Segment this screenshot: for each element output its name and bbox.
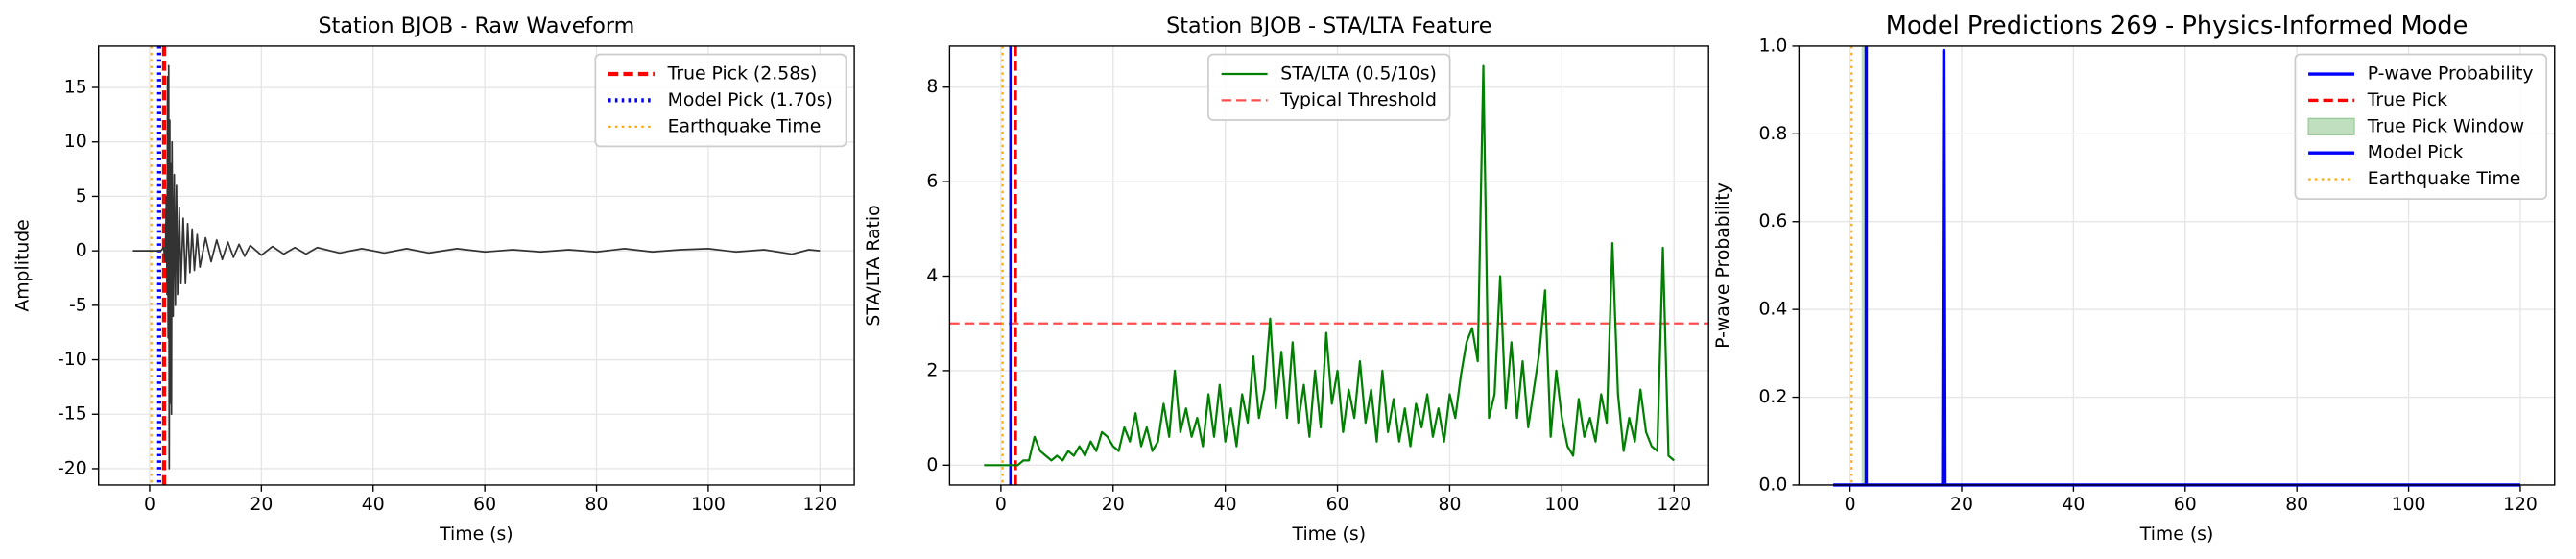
subplot: 0 20 40 60 80 100 120 0.0 0.2 0.4 0.6 0.8 1.0 Model P… bbox=[1713, 12, 2556, 545]
x-tick-label: 80 bbox=[585, 495, 608, 515]
x-tick-label: 120 bbox=[802, 495, 837, 515]
legend-label: True Pick Window bbox=[2367, 116, 2525, 136]
series-line bbox=[984, 64, 1675, 467]
y-tick-label: 1.0 bbox=[1758, 36, 1787, 56]
subplot: 0 20 40 60 80 100 120 0 2 4 6 8 Station BJOB - STA/L… bbox=[864, 13, 1709, 545]
legend-label: True Pick bbox=[2367, 90, 2447, 110]
span bbox=[1861, 45, 1868, 485]
y-axis-label: Amplitude bbox=[12, 219, 33, 311]
y-tick-label: 0.6 bbox=[1758, 211, 1787, 231]
y-tick-label: 0 bbox=[926, 455, 938, 475]
y-tick-label: -10 bbox=[58, 350, 87, 370]
x-tick-label: 120 bbox=[1657, 495, 1691, 515]
legend-label: True Pick (2.58s) bbox=[667, 64, 818, 85]
legend: P-wave Probability True Pick True Pick Win… bbox=[2294, 53, 2548, 200]
x-tick-label: 60 bbox=[1326, 495, 1349, 515]
x-tick-label: 0 bbox=[995, 495, 1007, 515]
chart-title: Station BJOB - Raw Waveform bbox=[319, 13, 635, 38]
legend-label: P-wave Probability bbox=[2368, 64, 2534, 85]
x-tick-label: 40 bbox=[2062, 495, 2085, 515]
legend-label: STA/LTA (0.5/10s) bbox=[1280, 64, 1437, 85]
x-tick-label: 0 bbox=[1845, 495, 1856, 515]
x-tick-label: 20 bbox=[1102, 495, 1125, 515]
x-tick-label: 60 bbox=[2174, 495, 2197, 515]
legend-swatch bbox=[2307, 117, 2355, 135]
x-tick-label: 20 bbox=[1950, 495, 1973, 515]
x-tick-label: 100 bbox=[1544, 495, 1579, 515]
y-tick-label: -20 bbox=[58, 458, 87, 478]
legend: STA/LTA (0.5/10s) Typical Threshold bbox=[1207, 53, 1451, 121]
y-tick-label: 4 bbox=[926, 266, 938, 286]
chart-title: Station BJOB - STA/LTA Feature bbox=[1166, 13, 1491, 38]
legend-label: Earthquake Time bbox=[668, 116, 822, 136]
y-tick-label: 0.8 bbox=[1758, 124, 1787, 144]
chart-title: Model Predictions 269 - Physics-Informed… bbox=[1886, 12, 2469, 40]
y-tick-label: 6 bbox=[926, 172, 938, 192]
series-line bbox=[132, 64, 821, 470]
x-tick-label: 0 bbox=[144, 495, 155, 515]
y-tick-label: 0.2 bbox=[1758, 387, 1787, 407]
x-tick-label: 40 bbox=[362, 495, 385, 515]
y-tick-label: -5 bbox=[69, 295, 87, 315]
x-tick-label: 20 bbox=[250, 495, 273, 515]
y-tick-label: 2 bbox=[926, 360, 938, 380]
y-tick-label: 0.0 bbox=[1758, 474, 1787, 495]
axes-frame bbox=[98, 45, 855, 486]
legend-label: Model Pick (1.70s) bbox=[668, 90, 833, 110]
y-axis-label: P-wave Probability bbox=[1713, 182, 1733, 349]
y-tick-label: 0.4 bbox=[1758, 300, 1787, 320]
legend: True Pick (2.58s) Model Pick (1.70s) Earth… bbox=[594, 53, 847, 148]
y-tick-label: 5 bbox=[76, 186, 87, 207]
legend-label: Earthquake Time bbox=[2368, 169, 2521, 189]
y-tick-label: -15 bbox=[58, 404, 87, 425]
y-axis-label: STA/LTA Ratio bbox=[864, 205, 884, 326]
y-tick-label: 10 bbox=[64, 132, 87, 152]
y-tick-label: 15 bbox=[64, 78, 87, 98]
x-tick-label: 60 bbox=[473, 495, 496, 515]
x-tick-label: 40 bbox=[1214, 495, 1237, 515]
legend-frame bbox=[594, 53, 847, 148]
x-axis-label: Time (s) bbox=[1292, 524, 1366, 545]
x-tick-label: 80 bbox=[2285, 495, 2308, 515]
legend-frame bbox=[2294, 53, 2548, 200]
legend-label: Typical Threshold bbox=[1279, 90, 1437, 110]
subplot: 0 20 40 60 80 100 120 -20 -15 -10 -5 0 5 10 15 Station … bbox=[12, 13, 855, 545]
axes-frame bbox=[1798, 45, 2556, 486]
x-tick-label: 120 bbox=[2503, 495, 2538, 515]
y-tick-label: 8 bbox=[926, 77, 938, 97]
x-tick-label: 80 bbox=[1438, 495, 1461, 515]
x-axis-label: Time (s) bbox=[2139, 524, 2214, 545]
x-tick-label: 100 bbox=[2392, 495, 2426, 515]
axes-frame bbox=[948, 45, 1709, 486]
x-axis-label: Time (s) bbox=[439, 524, 513, 545]
y-tick-label: 0 bbox=[76, 241, 87, 261]
x-tick-label: 100 bbox=[691, 495, 726, 515]
legend-frame bbox=[1207, 53, 1451, 121]
legend-label: Model Pick bbox=[2368, 143, 2464, 163]
